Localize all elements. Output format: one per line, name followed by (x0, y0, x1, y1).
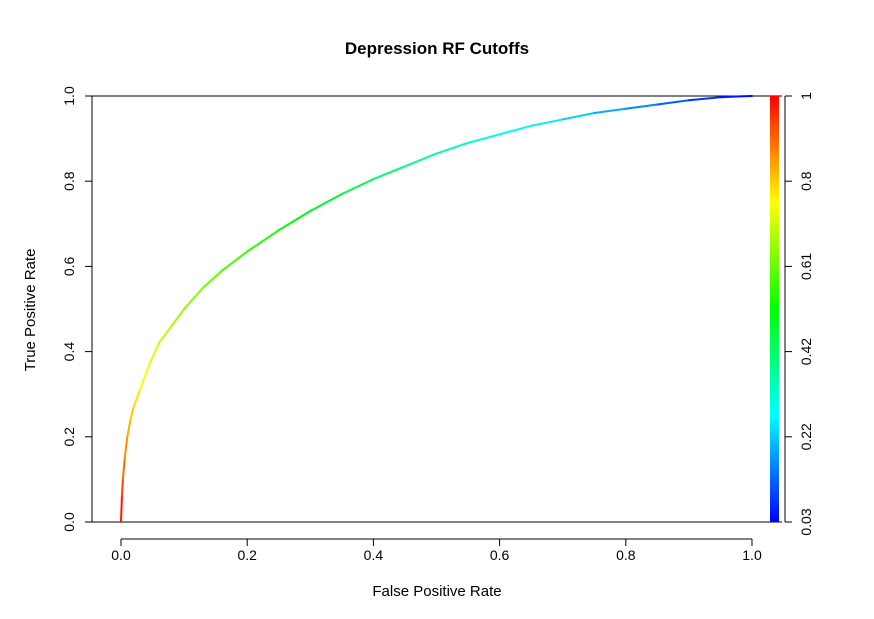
roc-curve-segment (467, 133, 501, 144)
x-tick-label: 0.0 (111, 547, 131, 563)
roc-curve-segment (132, 388, 141, 408)
roc-curve-segment (561, 112, 596, 121)
roc-curve-segment (121, 457, 126, 481)
colorbar-tick-label: 0.03 (798, 508, 814, 535)
x-axis-ticks: 0.0 0.2 0.4 0.6 0.8 1.0 (111, 539, 762, 563)
y-tick-label: 0.6 (61, 256, 77, 276)
roc-curve-segment (340, 178, 375, 195)
roc-curve-segment (129, 405, 135, 421)
roc-curve-segment (687, 96, 722, 102)
x-tick-label: 0.6 (490, 547, 510, 563)
roc-curve (120, 95, 753, 523)
roc-curve-segment (120, 495, 123, 523)
roc-curve-segment (157, 325, 173, 345)
roc-curve-segment (593, 107, 627, 115)
colorbar-tick-label: 1 (798, 92, 814, 100)
y-tick-label: 0.8 (61, 171, 77, 191)
x-axis-label: False Positive Rate (372, 583, 501, 600)
roc-curve-segment (309, 192, 343, 213)
y-tick-label: 0.0 (61, 512, 77, 532)
y-tick-label: 0.2 (61, 427, 77, 447)
y-axis-ticks: 0.0 0.2 0.4 0.6 0.8 1.0 (61, 86, 92, 532)
x-tick-label: 0.4 (364, 547, 384, 563)
colorbar-tick-label: 0.42 (798, 338, 814, 365)
x-tick-label: 0.8 (616, 547, 636, 563)
roc-curve-segment (123, 435, 129, 460)
roc-curve-segment (277, 210, 312, 232)
y-tick-label: 1.0 (61, 86, 77, 106)
chart-title: Depression RF Cutoffs (345, 39, 529, 58)
roc-curve-segment (498, 124, 533, 136)
roc-curve-segment (372, 165, 406, 181)
x-tick-label: 0.2 (237, 547, 257, 563)
colorbar (770, 96, 779, 522)
roc-curve-segment (138, 363, 151, 391)
roc-curve-segment (656, 99, 690, 106)
roc-curve-segment (403, 152, 438, 168)
colorbar-tick-label: 0.61 (798, 253, 814, 280)
colorbar-ticks: 0.03 0.22 0.42 0.61 0.8 1 (785, 92, 814, 536)
colorbar-tick-label: 0.8 (798, 171, 814, 191)
roc-curve-segment (120, 478, 124, 498)
roc-curve-segment (183, 286, 205, 310)
roc-curve-segment (246, 229, 280, 253)
colorbar-tick-label: 0.22 (798, 423, 814, 450)
roc-curve-segment (148, 342, 160, 366)
roc-curve-segment (624, 103, 659, 110)
roc-curve-segment (719, 95, 741, 99)
roc-curve-segment (126, 418, 132, 438)
roc-curve-segment (220, 250, 249, 272)
roc-curve-segment (170, 308, 186, 328)
roc-curve-segment (202, 269, 223, 289)
y-tick-label: 0.4 (61, 342, 77, 362)
x-tick-label: 1.0 (742, 547, 762, 563)
roc-curve-segment (435, 141, 470, 155)
y-axis-label: True Positive Rate (22, 249, 39, 372)
roc-curve-segment (530, 118, 564, 127)
